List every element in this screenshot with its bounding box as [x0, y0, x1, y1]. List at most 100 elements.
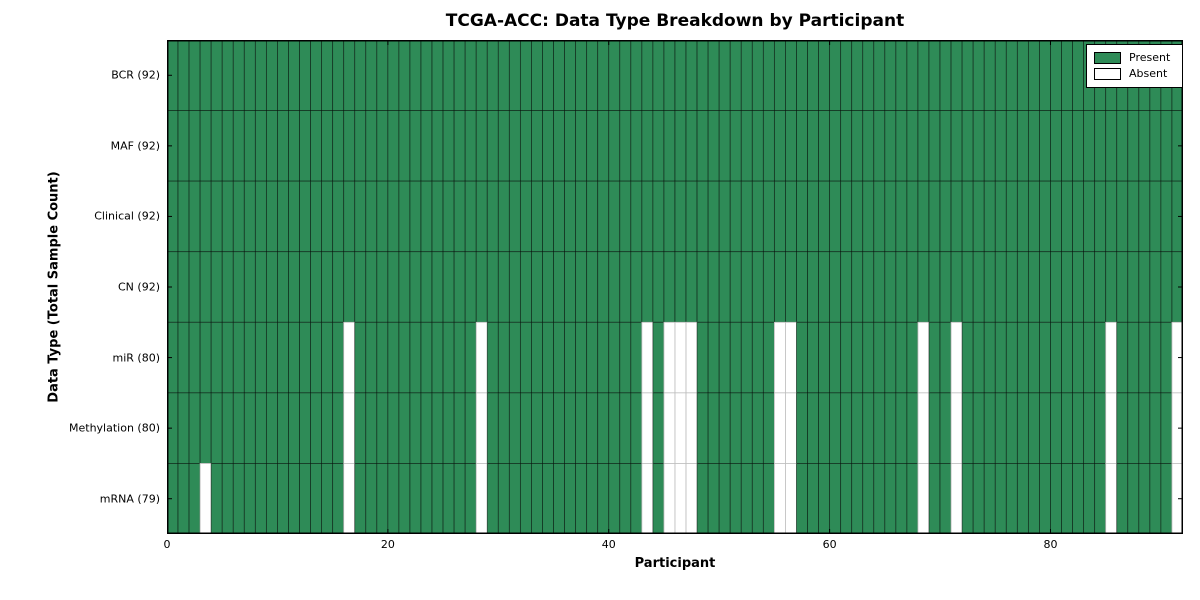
heatmap-cell	[243, 40, 256, 111]
heatmap-cell	[994, 251, 1007, 323]
heatmap-cell	[354, 40, 367, 111]
heatmap-cell	[829, 392, 842, 464]
heatmap-cell	[939, 463, 952, 534]
heatmap-cell	[1105, 321, 1118, 394]
heatmap-cell	[575, 40, 588, 111]
heatmap-cell	[917, 392, 930, 464]
heatmap-cell	[553, 110, 565, 182]
heatmap-cell	[265, 463, 278, 534]
heatmap-cell	[674, 40, 687, 111]
heatmap-cell	[939, 110, 952, 182]
heatmap-cell	[1149, 392, 1162, 464]
heatmap-cell	[221, 40, 234, 111]
heatmap-cell	[586, 40, 599, 111]
heatmap-cell	[663, 251, 676, 323]
heatmap-cell	[188, 251, 201, 323]
heatmap-cell	[829, 180, 842, 253]
heatmap-cell	[199, 251, 212, 323]
heatmap-cell	[387, 180, 400, 253]
heatmap-cell	[508, 40, 521, 111]
heatmap-cell	[519, 321, 532, 394]
heatmap-cell	[553, 180, 565, 253]
heatmap-cell	[376, 463, 389, 534]
heatmap-cell	[254, 251, 267, 323]
heatmap-cell	[177, 321, 190, 394]
heatmap-cell	[840, 251, 853, 323]
heatmap-cell	[464, 40, 477, 111]
heatmap-cell	[1116, 180, 1129, 253]
heatmap-cell	[398, 463, 411, 534]
heatmap-cell	[862, 392, 875, 464]
heatmap-cell	[299, 463, 311, 534]
heatmap-cell	[619, 392, 632, 464]
heatmap-cell	[840, 40, 853, 111]
heatmap-cell	[1016, 321, 1029, 394]
heatmap-cell	[1050, 110, 1062, 182]
heatmap-cell	[409, 40, 422, 111]
heatmap-cell	[818, 463, 831, 534]
heatmap-cell	[652, 321, 665, 394]
heatmap-cell	[851, 40, 864, 111]
y-tick-label: MAF (92)	[110, 139, 160, 153]
heatmap-cell	[1138, 251, 1151, 323]
heatmap-cell	[630, 110, 643, 182]
heatmap-cell	[983, 463, 996, 534]
heatmap-cell	[1149, 321, 1162, 394]
heatmap-cell	[177, 251, 190, 323]
heatmap-cell	[431, 463, 444, 534]
heatmap-cell	[376, 392, 389, 464]
heatmap-cell	[332, 392, 345, 464]
heatmap-cell	[641, 392, 654, 464]
heatmap-cell	[862, 180, 875, 253]
heatmap-cell	[718, 251, 731, 323]
x-tick-label: 80	[1043, 538, 1058, 551]
heatmap-cell	[431, 110, 444, 182]
x-axis-label: Participant	[634, 556, 716, 571]
heatmap-cell	[1116, 463, 1129, 534]
heatmap-cell	[564, 463, 577, 534]
heatmap-cell	[332, 40, 345, 111]
heatmap-cell	[597, 463, 610, 534]
heatmap-cell	[277, 110, 289, 182]
heatmap-cell	[586, 110, 599, 182]
heatmap-cell	[431, 321, 444, 394]
heatmap-cell	[884, 180, 897, 253]
heatmap-cell	[928, 40, 941, 111]
heatmap-cell	[310, 110, 323, 182]
heatmap-cell	[519, 110, 532, 182]
heatmap-cell	[387, 463, 400, 534]
heatmap-cell	[387, 392, 400, 464]
heatmap-cell	[972, 321, 985, 394]
heatmap-cell	[542, 180, 554, 253]
heatmap-cell	[288, 180, 300, 253]
heatmap-cell	[475, 463, 488, 534]
heatmap-cell	[619, 180, 632, 253]
heatmap-cell	[586, 180, 599, 253]
heatmap-cell	[895, 251, 908, 323]
heatmap-cell	[398, 392, 411, 464]
heatmap-cell	[354, 392, 367, 464]
heatmap-cell	[354, 463, 367, 534]
heatmap-cell	[1005, 321, 1018, 394]
heatmap-cell	[553, 40, 565, 111]
heatmap-cell	[277, 392, 289, 464]
heatmap-cell	[961, 40, 974, 111]
heatmap-cell	[464, 110, 477, 182]
heatmap-cell	[674, 180, 687, 253]
heatmap-cell	[740, 463, 753, 534]
heatmap-cell	[1105, 251, 1118, 323]
heatmap-cell	[199, 180, 212, 253]
heatmap-cell	[288, 251, 300, 323]
heatmap-cell	[851, 180, 864, 253]
heatmap-cell	[773, 110, 786, 182]
heatmap-cell	[884, 321, 897, 394]
heatmap-cell	[983, 40, 996, 111]
heatmap-cell	[884, 392, 897, 464]
heatmap-cell	[707, 392, 720, 464]
heatmap-cell	[420, 251, 433, 323]
x-tick-label: 60	[822, 538, 837, 551]
heatmap-cell	[210, 110, 223, 182]
heatmap-cell	[1116, 321, 1129, 394]
heatmap-cell	[265, 110, 278, 182]
heatmap-cell	[917, 110, 930, 182]
